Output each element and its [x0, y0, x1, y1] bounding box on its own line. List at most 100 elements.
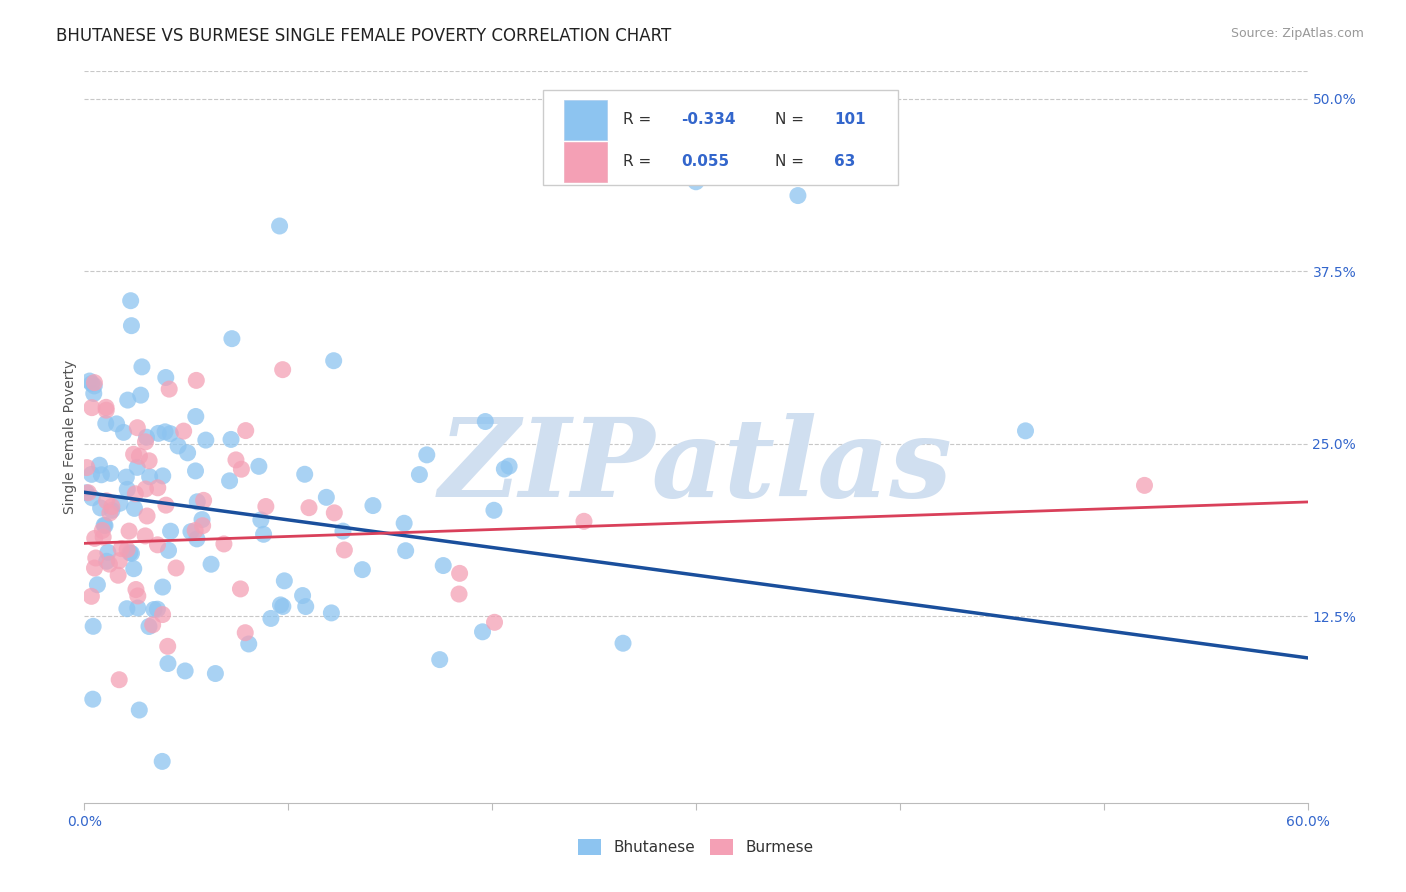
Point	[83, 379, 105, 393]
Point	[395, 543, 418, 558]
Point	[97, 545, 120, 559]
Point	[108, 496, 131, 510]
Point	[322, 353, 344, 368]
Point	[229, 582, 252, 596]
Point	[392, 516, 415, 531]
Point	[291, 589, 314, 603]
Text: N =: N =	[776, 154, 810, 169]
Point	[298, 500, 321, 515]
Point	[121, 546, 143, 560]
Point	[250, 513, 273, 527]
Point	[294, 467, 316, 482]
Point	[252, 527, 274, 541]
Point	[146, 538, 169, 552]
Point	[184, 409, 207, 424]
Point	[127, 460, 149, 475]
Point	[83, 376, 105, 390]
Point	[685, 133, 707, 147]
Bar	[564, 100, 606, 140]
Text: Source: ZipAtlas.com: Source: ZipAtlas.com	[1230, 27, 1364, 40]
Point	[91, 530, 114, 544]
Point	[218, 474, 240, 488]
Point	[221, 332, 243, 346]
Point	[471, 624, 494, 639]
Point	[120, 318, 142, 333]
Point	[115, 470, 138, 484]
Point	[135, 430, 157, 444]
Point	[184, 464, 207, 478]
Point	[333, 543, 356, 558]
Point	[447, 587, 470, 601]
Point	[271, 362, 294, 376]
Point	[127, 420, 149, 434]
Point	[254, 500, 277, 514]
Point	[186, 532, 208, 546]
Point	[89, 458, 111, 473]
Point	[128, 703, 150, 717]
Point	[118, 546, 141, 560]
Point	[449, 566, 471, 581]
Point	[150, 755, 173, 769]
Point	[75, 485, 97, 500]
Point	[219, 433, 242, 447]
Point	[122, 562, 145, 576]
Point	[110, 541, 132, 556]
Y-axis label: Single Female Poverty: Single Female Poverty	[63, 360, 77, 514]
Point	[157, 382, 180, 396]
Point	[83, 532, 105, 546]
Point	[238, 637, 260, 651]
Point	[96, 554, 118, 568]
Point	[82, 491, 104, 505]
Point	[159, 524, 181, 539]
Point	[225, 453, 247, 467]
Text: 63: 63	[834, 154, 856, 169]
Point	[294, 599, 316, 614]
Point	[80, 376, 103, 391]
Text: -0.334: -0.334	[682, 112, 735, 128]
Point	[90, 467, 112, 482]
Point	[79, 374, 101, 388]
Point	[146, 481, 169, 495]
Text: R =: R =	[623, 112, 655, 128]
Point	[124, 487, 146, 501]
Point	[80, 467, 103, 482]
Text: ZIPatlas: ZIPatlas	[439, 413, 953, 520]
Point	[93, 518, 115, 533]
Point	[352, 563, 374, 577]
Text: BHUTANESE VS BURMESE SINGLE FEMALE POVERTY CORRELATION CHART: BHUTANESE VS BURMESE SINGLE FEMALE POVER…	[56, 27, 672, 45]
Point	[82, 619, 104, 633]
Point	[157, 543, 180, 558]
Point	[235, 424, 257, 438]
Point	[155, 498, 177, 512]
Point	[153, 425, 176, 439]
Point	[131, 359, 153, 374]
Point	[498, 459, 520, 474]
Point	[91, 524, 114, 538]
Point	[98, 506, 121, 520]
Point	[90, 500, 112, 515]
Point	[134, 482, 156, 496]
Point	[118, 524, 141, 538]
Point	[80, 590, 103, 604]
Point	[180, 524, 202, 539]
Point	[184, 524, 207, 538]
Point	[98, 557, 121, 571]
Point	[176, 446, 198, 460]
Point	[156, 640, 179, 654]
Point	[96, 403, 118, 417]
Point	[125, 582, 148, 597]
Point	[152, 580, 174, 594]
Text: R =: R =	[623, 154, 655, 169]
Text: 0.055: 0.055	[682, 154, 730, 169]
Point	[129, 388, 152, 402]
Point	[271, 599, 294, 614]
Point	[94, 417, 117, 431]
FancyBboxPatch shape	[543, 90, 898, 185]
Point	[84, 551, 107, 566]
Point	[572, 514, 595, 528]
Point	[231, 462, 253, 476]
Point	[186, 495, 208, 509]
Point	[115, 542, 138, 557]
Point	[155, 370, 177, 384]
Point	[191, 512, 214, 526]
